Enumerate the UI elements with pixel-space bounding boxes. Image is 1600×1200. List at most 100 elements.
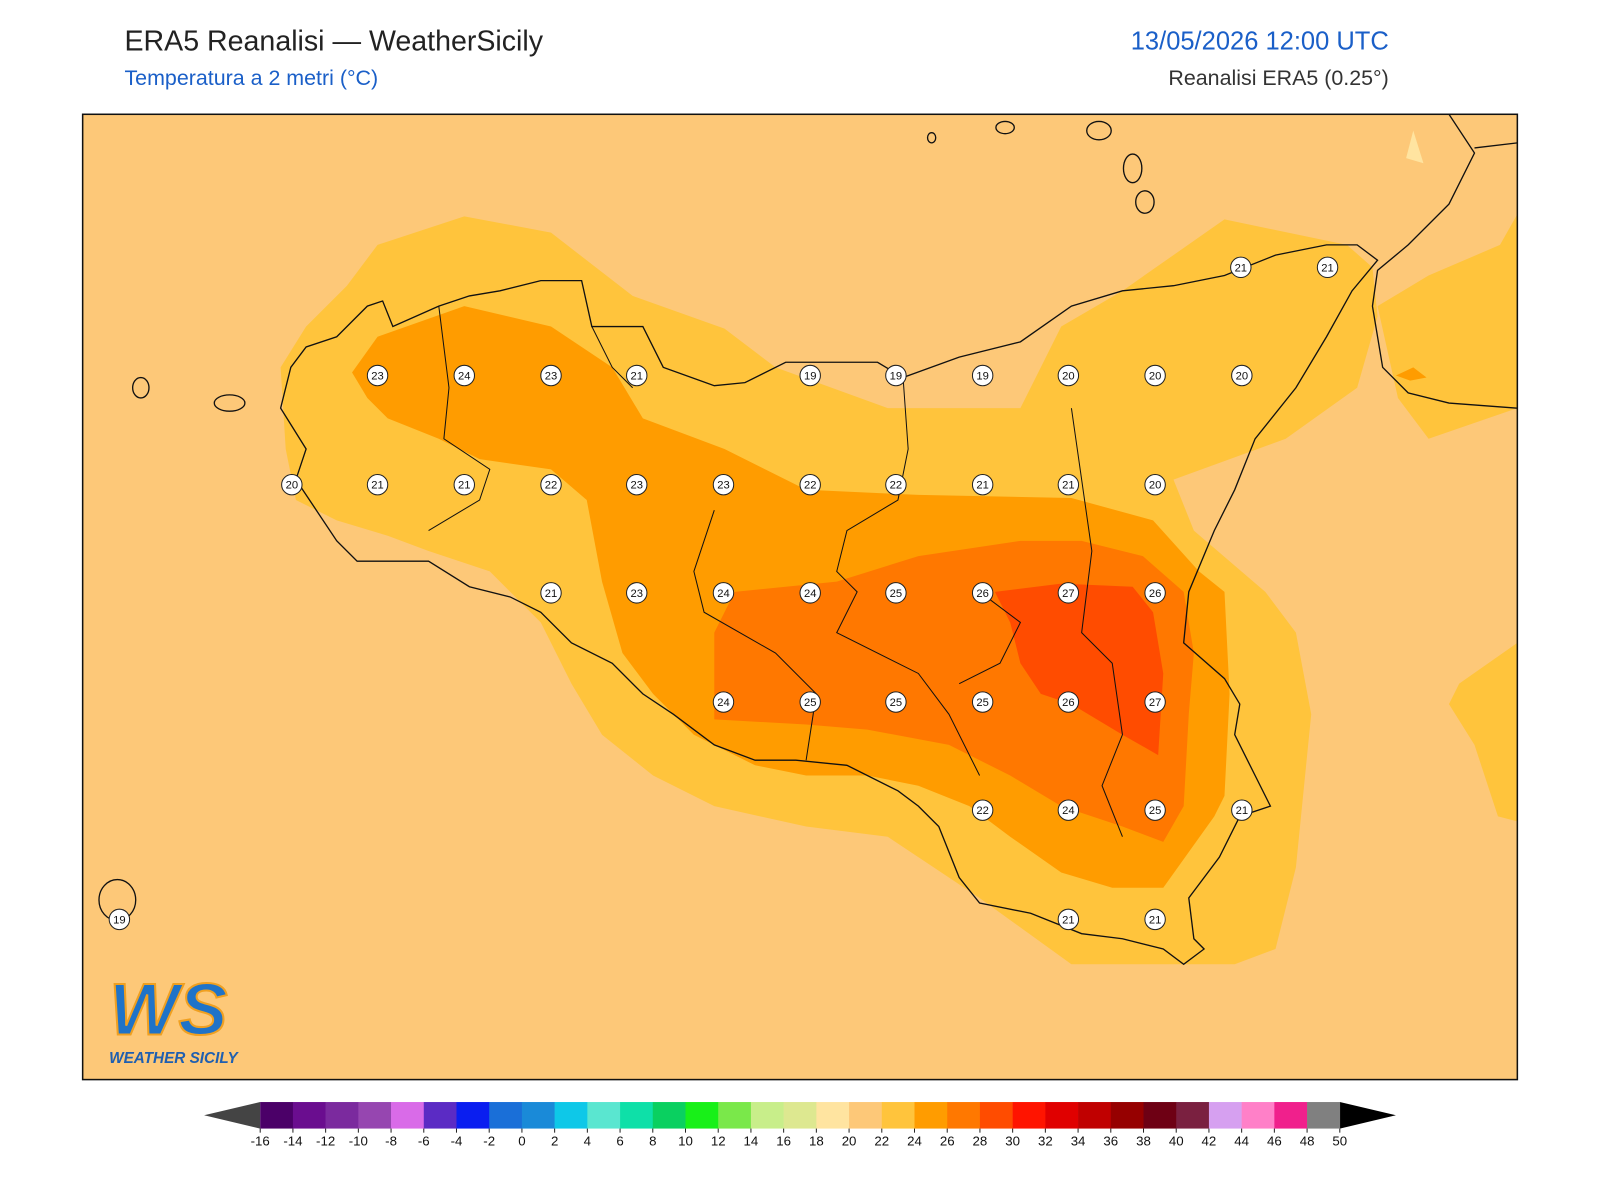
colorbar-tick-label: -8 xyxy=(385,1133,397,1148)
station-marker xyxy=(1144,908,1166,931)
station-marker xyxy=(1316,256,1339,279)
title: ERA5 Reanalisi — WeatherSicily xyxy=(124,25,543,57)
sicily-coast xyxy=(279,244,1379,966)
island xyxy=(926,131,937,144)
station-marker xyxy=(1144,799,1166,821)
map-frame xyxy=(81,113,1519,1081)
station-marker xyxy=(1144,364,1166,387)
colorbar-bin xyxy=(489,1102,523,1129)
station-value: 25 xyxy=(804,697,816,709)
station-marker xyxy=(1144,473,1166,496)
colorbar-tick-label: 10 xyxy=(678,1133,693,1148)
colorbar-bin xyxy=(587,1102,621,1129)
station-marker xyxy=(1230,256,1252,279)
island xyxy=(213,394,246,412)
island xyxy=(995,120,1015,135)
station-value: 21 xyxy=(630,370,642,382)
colorbar-bin xyxy=(1012,1102,1046,1129)
colorbar-bin xyxy=(1143,1102,1177,1129)
station-value: 27 xyxy=(1062,588,1074,600)
station-value: 24 xyxy=(1062,805,1074,817)
colorbar-tick-label: 34 xyxy=(1071,1133,1086,1148)
subtitle: Temperatura a 2 metri (°C) xyxy=(124,66,378,90)
colorbar-tick-label: -2 xyxy=(483,1133,495,1148)
station-marker xyxy=(540,364,562,387)
colorbar-bin xyxy=(1045,1102,1079,1129)
colorbar-tick-label: -4 xyxy=(451,1133,463,1148)
station-value: 23 xyxy=(545,370,557,382)
colorbar-tick-label: 22 xyxy=(874,1133,889,1148)
colorbar-bin xyxy=(783,1102,817,1129)
station-marker xyxy=(1231,799,1253,821)
colorbar-bin xyxy=(456,1102,490,1129)
station-value: 21 xyxy=(1062,480,1074,492)
station-marker xyxy=(1057,582,1080,604)
station-marker xyxy=(885,473,907,496)
station-marker xyxy=(108,908,131,931)
station-marker xyxy=(1057,908,1080,931)
colorbar-bin xyxy=(979,1102,1013,1129)
station-value: 23 xyxy=(717,480,729,492)
colorbar-tick-label: 20 xyxy=(842,1133,857,1148)
colorbar-bin xyxy=(1208,1102,1242,1129)
station-value: 21 xyxy=(1149,914,1161,926)
station-value: 21 xyxy=(976,480,988,492)
colorbar-tick-label: 42 xyxy=(1202,1133,1217,1148)
colorbar-tick-label: 36 xyxy=(1103,1133,1118,1148)
colorbar-tick-label: 44 xyxy=(1234,1133,1249,1148)
station-value: 21 xyxy=(1062,914,1074,926)
colorbar-bin xyxy=(881,1102,915,1129)
calabria-coast xyxy=(1371,114,1518,409)
station-marker xyxy=(712,691,735,713)
datetime: 13/05/2026 12:00 UTC xyxy=(1131,28,1389,56)
colorbar-tick-label: 18 xyxy=(809,1133,824,1148)
colorbar-bin xyxy=(325,1102,359,1129)
station-marker xyxy=(971,473,994,496)
colorbar-tick-label: 0 xyxy=(518,1133,525,1148)
station-value: 22 xyxy=(545,480,557,492)
colorbar-bin xyxy=(750,1102,784,1129)
station-value: 21 xyxy=(1236,805,1248,817)
station-marker xyxy=(799,364,821,387)
station-value: 22 xyxy=(890,480,902,492)
station-marker xyxy=(1057,473,1080,496)
station-value: 26 xyxy=(976,588,988,600)
station-marker xyxy=(1144,582,1166,604)
colorbar-bin xyxy=(718,1102,752,1129)
station-marker xyxy=(1057,691,1080,713)
station-value: 21 xyxy=(545,588,557,600)
source: Reanalisi ERA5 (0.25°) xyxy=(1168,66,1388,90)
colorbar-bin xyxy=(1241,1102,1275,1129)
colorbar-bin xyxy=(358,1102,392,1129)
contour-24 xyxy=(1395,367,1427,381)
station-value: 23 xyxy=(630,588,642,600)
station-marker xyxy=(626,582,648,604)
station-marker xyxy=(626,473,648,496)
colorbar-tick-label: 26 xyxy=(940,1133,955,1148)
colorbar-tick-label: 48 xyxy=(1300,1133,1315,1148)
station-marker xyxy=(1231,364,1253,387)
colorbar-bin xyxy=(1110,1102,1144,1129)
colorbar-bin xyxy=(849,1102,883,1129)
colorbar-over xyxy=(1339,1102,1396,1129)
station-value: 24 xyxy=(717,588,729,600)
colorbar-bin xyxy=(1176,1102,1210,1129)
station-marker xyxy=(366,473,389,496)
colorbar-bin xyxy=(620,1102,654,1129)
station-value: 23 xyxy=(371,370,383,382)
colorbar-tick-label: 30 xyxy=(1005,1133,1020,1148)
station-value: 20 xyxy=(286,480,298,492)
station-marker xyxy=(540,473,562,496)
colorbar-tick-label: 40 xyxy=(1169,1133,1184,1148)
colorbar-tick-label: 32 xyxy=(1038,1133,1053,1148)
contour-22 xyxy=(1448,642,1518,822)
island xyxy=(131,376,150,399)
contour-28 xyxy=(994,583,1164,756)
station-marker xyxy=(453,364,475,387)
station-marker xyxy=(540,582,562,604)
station-marker xyxy=(971,691,994,713)
station-marker xyxy=(971,799,994,821)
station-value: 24 xyxy=(458,370,470,382)
colorbar-tick-label: 16 xyxy=(776,1133,791,1148)
